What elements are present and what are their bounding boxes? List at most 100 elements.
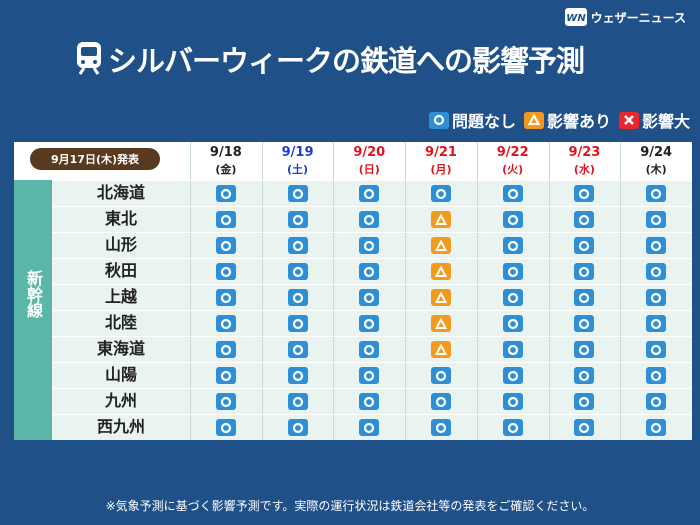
- status-icon: [215, 289, 236, 306]
- status-icon: [646, 341, 667, 358]
- svg-text:WN: WN: [566, 13, 586, 24]
- column-weekday: (火): [502, 163, 524, 176]
- issued-badge: 9月17日(木)発表: [30, 148, 160, 170]
- status-icon: [502, 393, 523, 410]
- status-icon: [287, 367, 308, 384]
- status-icon: [502, 419, 523, 436]
- status-icon: [359, 419, 380, 436]
- row-divider: [52, 180, 692, 181]
- legend-item: 問題なし: [428, 108, 516, 132]
- status-icon: [215, 393, 236, 410]
- status-icon: [215, 419, 236, 436]
- status-icon: [287, 315, 308, 332]
- status-icon: [359, 367, 380, 384]
- status-icon: [431, 211, 451, 228]
- group-label: 新幹線: [24, 270, 43, 318]
- row-name: 東北: [104, 209, 137, 228]
- row-divider: [52, 206, 692, 207]
- status-icon: [431, 341, 451, 358]
- status-icon: [359, 263, 380, 280]
- column-weekday: (木): [645, 163, 667, 176]
- column-date: 9/24: [640, 145, 673, 160]
- status-icon: [502, 289, 523, 306]
- legend-icon: [618, 111, 639, 129]
- status-icon: [574, 315, 595, 332]
- row-divider: [52, 336, 692, 337]
- status-icon: [359, 393, 380, 410]
- status-icon: [287, 185, 308, 202]
- status-icon: [502, 237, 523, 254]
- column-date: 9/18: [209, 145, 242, 160]
- footnote: ※気象予測に基づく影響予測です。実際の運行状況は鉄道会社等の発表をご確認ください…: [105, 499, 595, 513]
- status-icon: [215, 237, 236, 254]
- col-divider: [261, 142, 263, 440]
- legend-label: 影響あり: [546, 112, 611, 131]
- status-icon: [574, 419, 595, 436]
- status-icon: [215, 341, 236, 358]
- col-divider: [476, 142, 478, 440]
- status-icon: [359, 341, 380, 358]
- status-icon: [646, 367, 667, 384]
- column-date: 9/21: [425, 145, 457, 160]
- status-icon: [574, 263, 595, 280]
- status-icon: [646, 289, 667, 306]
- status-icon: [431, 393, 451, 410]
- row-divider: [52, 362, 692, 363]
- status-icon: [431, 263, 451, 280]
- row-name: 山形: [104, 235, 137, 254]
- status-icon: [287, 341, 308, 358]
- row-divider: [52, 414, 692, 415]
- row-divider: [52, 258, 692, 259]
- row-name: 北海道: [96, 183, 145, 202]
- row-name: 山陽: [104, 365, 137, 384]
- status-icon: [646, 419, 667, 436]
- status-icon: [359, 315, 380, 332]
- legend-label: 問題なし: [451, 112, 516, 131]
- train-icon: [77, 42, 101, 75]
- status-icon: [215, 263, 236, 280]
- row-divider: [52, 310, 692, 311]
- column-date: 9/23: [568, 145, 601, 160]
- row-name: 九州: [104, 391, 137, 410]
- row-name: 秋田: [104, 261, 137, 280]
- row-name: 上越: [104, 287, 137, 306]
- status-icon: [287, 211, 308, 228]
- row-name: 北陸: [104, 313, 137, 332]
- status-icon: [359, 289, 380, 306]
- status-icon: [502, 211, 523, 228]
- status-icon: [502, 341, 523, 358]
- col-divider: [405, 142, 407, 440]
- status-icon: [431, 289, 451, 306]
- group-cell: [14, 180, 52, 440]
- brand: WN ウェザーニュース: [564, 8, 686, 26]
- status-icon: [574, 393, 595, 410]
- row-divider: [52, 388, 692, 389]
- row-name: 西九州: [96, 417, 145, 436]
- table: 9月17日(木)発表 9/18 (金) 9/19 (土) 9/20 (日) 9/21 (月) 9/…: [14, 142, 692, 440]
- status-icon: [431, 315, 451, 332]
- col-divider: [548, 142, 550, 440]
- status-icon: [431, 367, 451, 384]
- status-icon: [646, 393, 667, 410]
- status-icon: [287, 393, 308, 410]
- status-icon: [215, 315, 236, 332]
- status-icon: [431, 237, 451, 254]
- status-icon: [359, 211, 380, 228]
- status-icon: [287, 263, 308, 280]
- legend-item: 影響あり: [523, 108, 611, 132]
- brand-name: ウェザーニュース: [590, 10, 686, 25]
- brand-logo: WN: [564, 8, 587, 26]
- status-icon: [574, 341, 595, 358]
- legend-icon: [428, 111, 449, 129]
- column-weekday: (水): [573, 163, 595, 176]
- status-icon: [574, 211, 595, 228]
- status-icon: [502, 367, 523, 384]
- status-icon: [215, 185, 236, 202]
- status-icon: [359, 185, 380, 202]
- legend: 問題なし 影響あり 影響大: [428, 108, 690, 132]
- status-icon: [502, 185, 523, 202]
- col-divider: [620, 142, 622, 440]
- status-icon: [646, 237, 667, 254]
- status-icon: [574, 289, 595, 306]
